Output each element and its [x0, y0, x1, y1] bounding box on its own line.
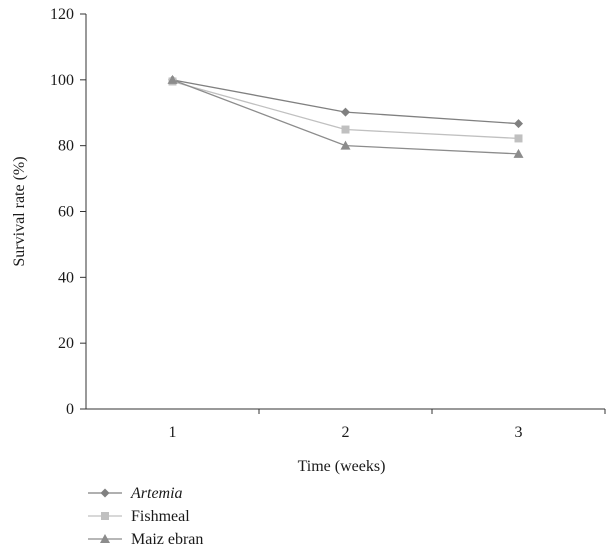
- y-tick-label: 0: [66, 401, 74, 418]
- y-ticks: 0 20 40 60 80 100 120: [50, 6, 86, 418]
- y-tick-label: 40: [58, 269, 74, 286]
- legend-label: Maiz ebran: [131, 531, 203, 548]
- y-tick-label: 100: [50, 72, 74, 89]
- data-point: [341, 125, 350, 134]
- x-tick-label: 2: [342, 424, 350, 441]
- legend-label: Artemia: [130, 485, 183, 502]
- series-line: [172, 79, 519, 125]
- data-point: [341, 107, 350, 117]
- y-tick-label: 80: [58, 138, 74, 155]
- legend-item: Maiz ebran: [88, 531, 203, 548]
- data-point: [167, 74, 178, 84]
- x-ticks: 1 2 3: [169, 409, 606, 441]
- data-point: [514, 119, 523, 129]
- x-tick-label: 1: [169, 424, 177, 441]
- series-triangle: [167, 74, 524, 158]
- y-axis-title: Survival rate (%): [11, 156, 28, 266]
- series-layer: [167, 74, 524, 158]
- legend-marker: [100, 534, 110, 543]
- legend-label: Fishmeal: [131, 508, 190, 525]
- y-tick-label: 120: [50, 6, 74, 23]
- y-tick-label: 20: [58, 335, 74, 352]
- series-diamond: [168, 75, 523, 129]
- axes: 0 20 40 60 80 100 120 1 2 3: [50, 6, 606, 441]
- x-tick-label: 3: [515, 424, 523, 441]
- legend: Artemia Fishmeal Maiz ebran: [88, 485, 203, 548]
- data-point: [514, 134, 523, 143]
- legend-item: Fishmeal: [88, 508, 190, 525]
- legend-marker: [101, 512, 109, 520]
- legend-marker: [100, 488, 110, 498]
- legend-item: Artemia: [88, 485, 183, 502]
- data-point: [513, 148, 524, 158]
- x-axis-title: Time (weeks): [298, 458, 386, 475]
- data-point: [340, 140, 351, 150]
- y-tick-label: 60: [58, 204, 74, 221]
